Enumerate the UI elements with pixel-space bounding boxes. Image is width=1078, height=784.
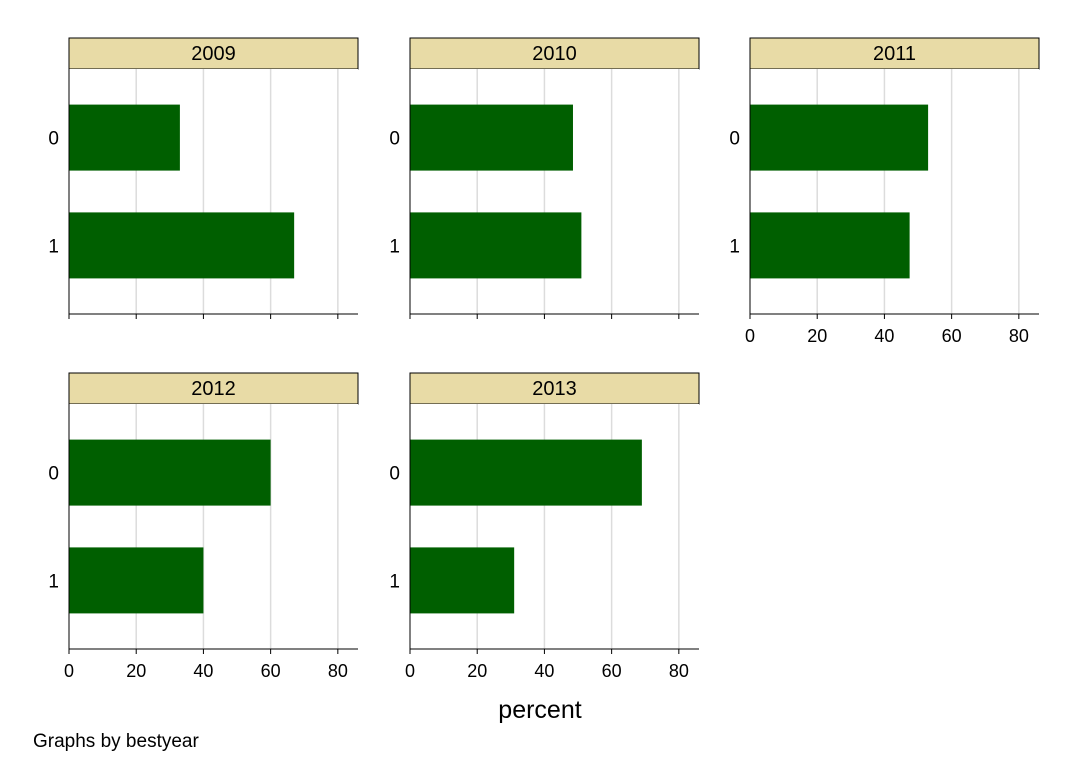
x-tick-label: 80 [1009, 326, 1029, 346]
category-label: 0 [729, 129, 740, 150]
panel-strip [68, 372, 359, 405]
bar [410, 439, 642, 506]
bar [69, 104, 180, 171]
panel-2009: 2009 0 1 [48, 37, 359, 319]
bar [410, 104, 573, 171]
category-label: 0 [48, 129, 59, 150]
panel-2010: 2010 0 1 [389, 37, 700, 319]
bar [69, 212, 295, 279]
x-tick-label: 40 [193, 661, 213, 681]
x-axis-label: percent [498, 696, 581, 724]
x-tick-label: 20 [467, 661, 487, 681]
bar [410, 212, 582, 279]
panel-strip [409, 37, 700, 70]
panel-strip [68, 37, 359, 70]
x-tick-label: 60 [261, 661, 281, 681]
category-label: 1 [389, 571, 400, 592]
x-tick-label: 0 [64, 661, 74, 681]
panel-title: 2010 [532, 43, 577, 65]
x-tick-label: 80 [328, 661, 348, 681]
graph-note: Graphs by bestyear [33, 731, 199, 752]
x-tick-label: 0 [405, 661, 415, 681]
panel-strip [409, 372, 700, 405]
bar [750, 212, 910, 279]
category-label: 1 [48, 236, 59, 257]
panel-title: 2012 [191, 378, 236, 400]
x-tick-label: 60 [942, 326, 962, 346]
bar [69, 439, 271, 506]
category-label: 1 [729, 236, 740, 257]
x-tick-label: 40 [534, 661, 554, 681]
x-tick-label: 0 [745, 326, 755, 346]
bar [750, 104, 929, 171]
x-tick-label: 20 [807, 326, 827, 346]
panel-title: 2009 [191, 43, 236, 65]
category-label: 1 [48, 571, 59, 592]
category-label: 0 [48, 464, 59, 485]
panel-title: 2013 [532, 378, 577, 400]
category-label: 1 [389, 236, 400, 257]
x-tick-label: 40 [874, 326, 894, 346]
x-tick-label: 20 [126, 661, 146, 681]
x-tick-label: 60 [602, 661, 622, 681]
bar [69, 547, 204, 614]
category-label: 0 [389, 129, 400, 150]
panel-title: 2011 [873, 43, 916, 65]
category-label: 0 [389, 464, 400, 485]
bar [410, 547, 515, 614]
x-tick-label: 80 [669, 661, 689, 681]
